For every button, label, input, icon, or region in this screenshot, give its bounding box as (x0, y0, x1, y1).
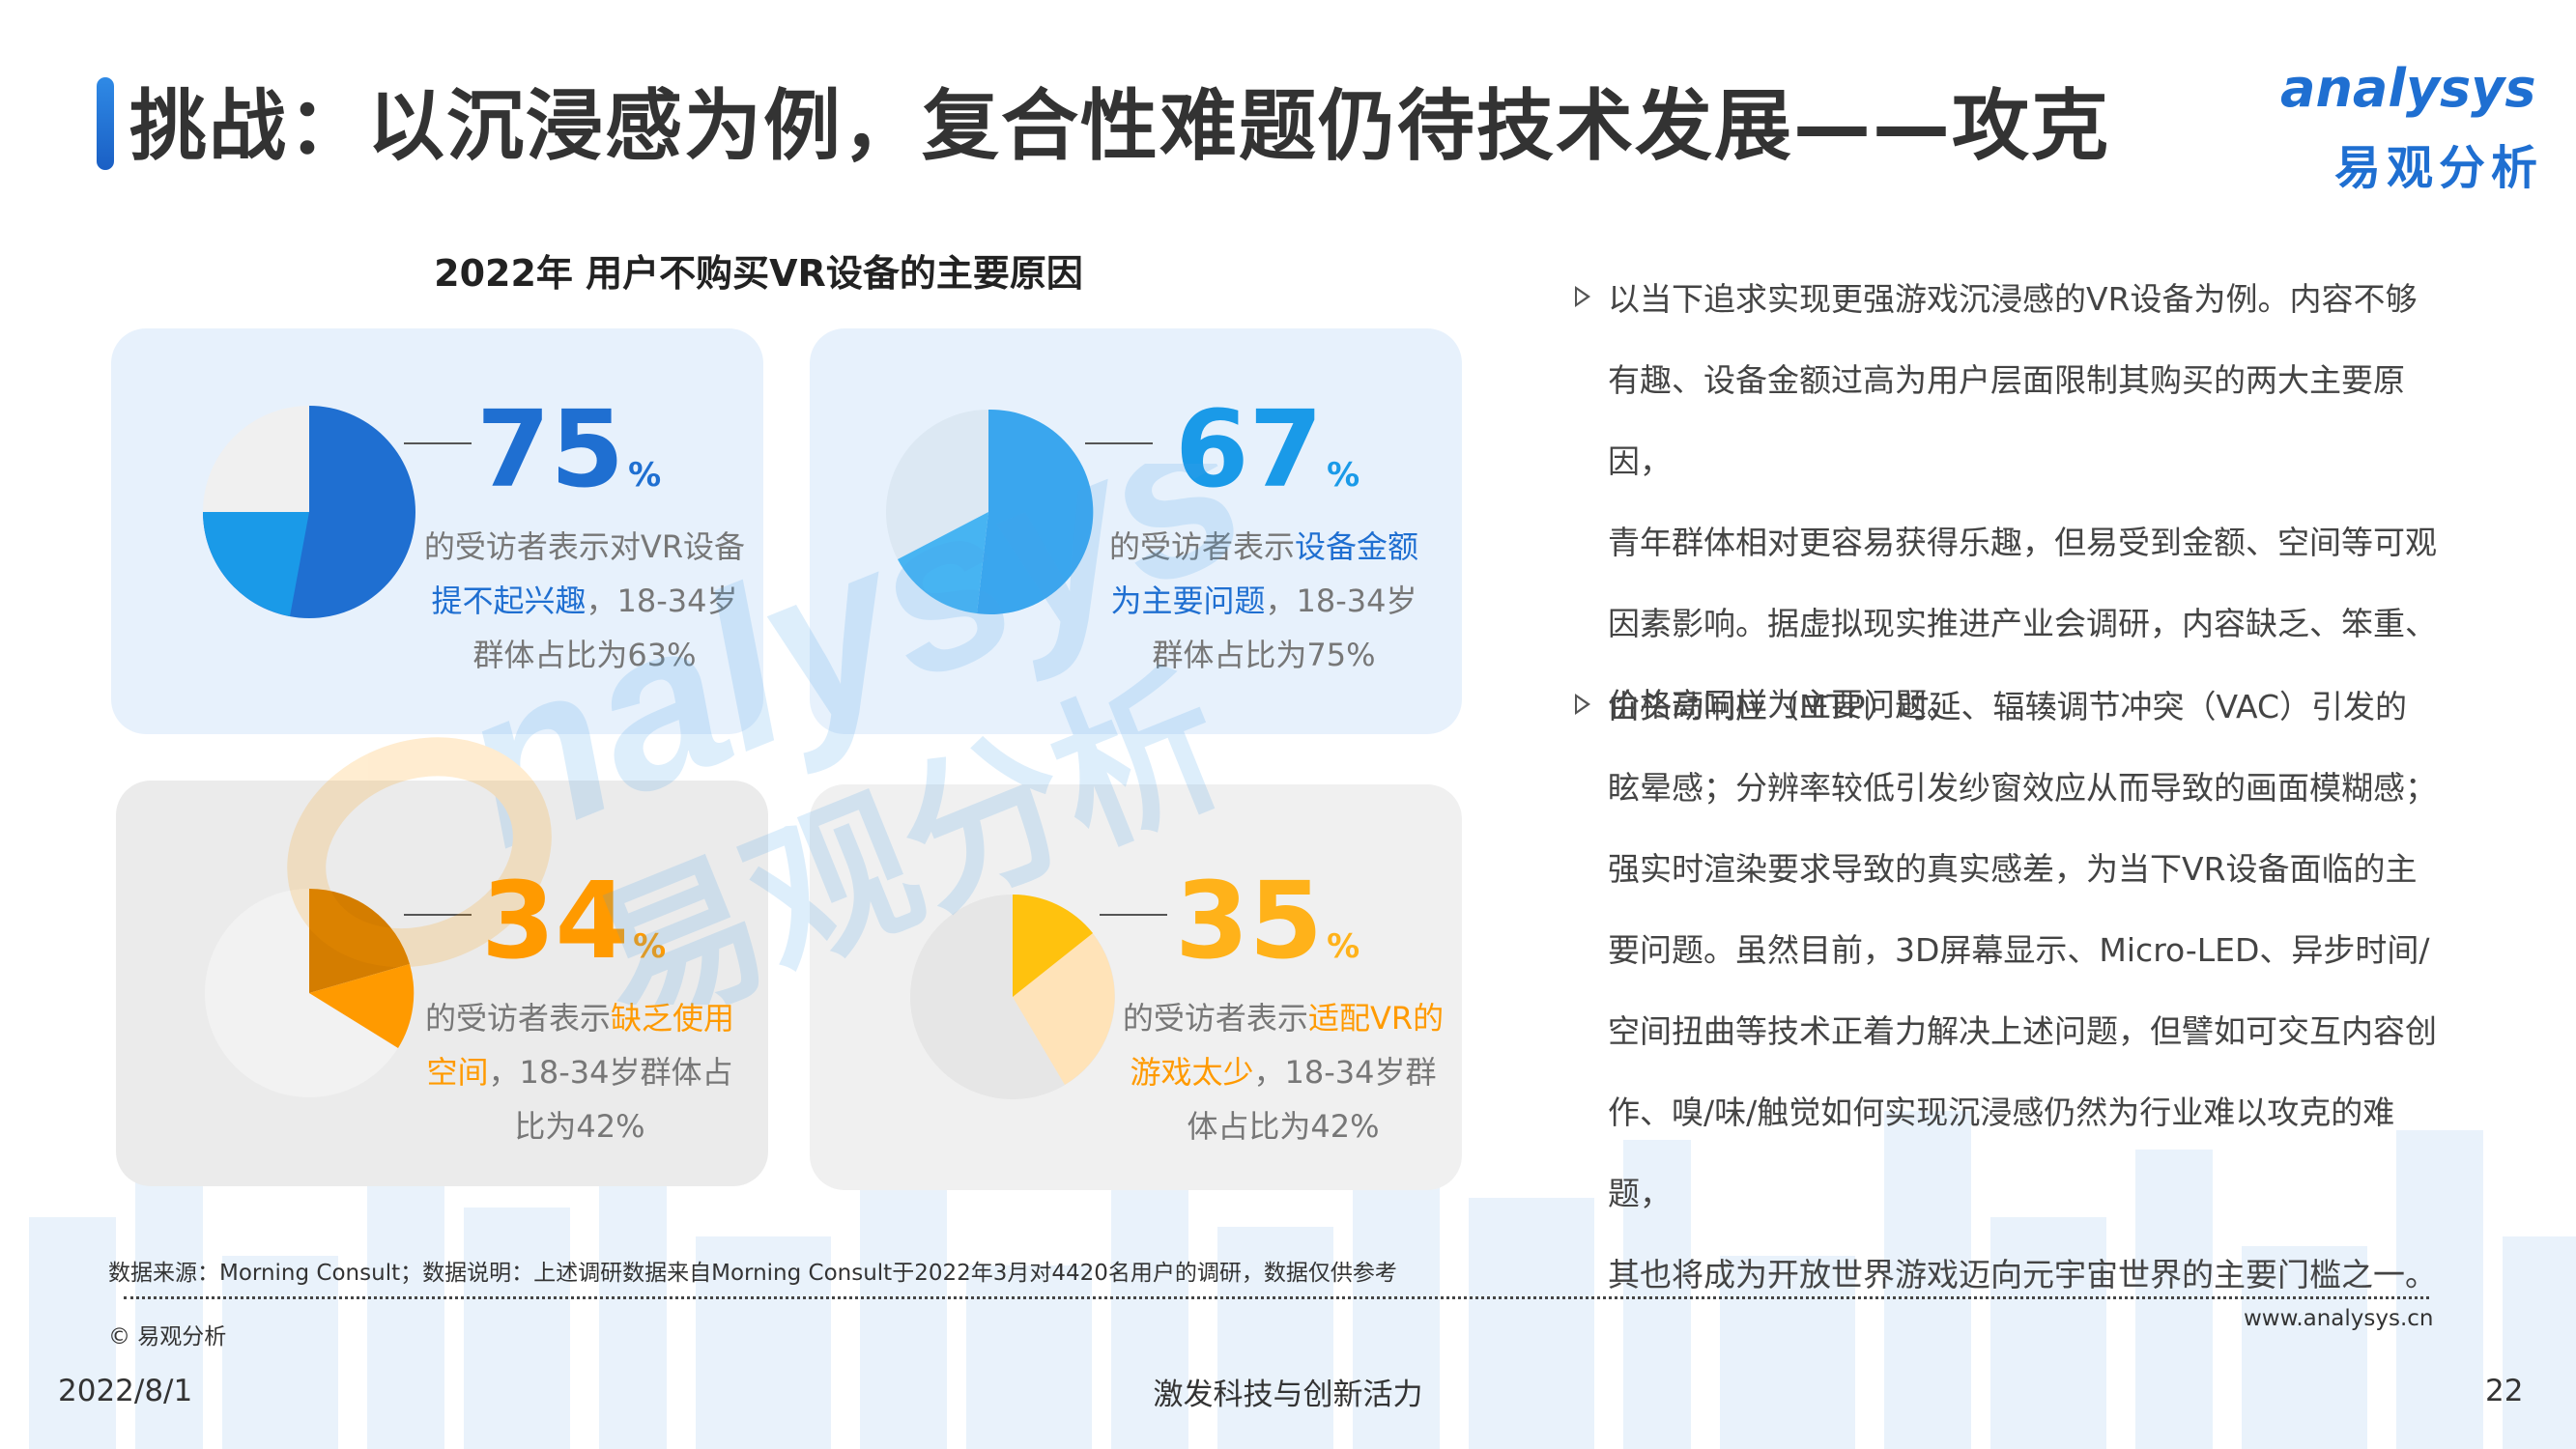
bullet-2-line: 由头动响应（MTP）时延、辐辏调节冲突（VAC）引发的 (1608, 688, 2408, 725)
bullet-2-line: 作、嗅/味/触觉如何实现沉浸感仍然为行业难以攻克的难题， (1608, 1094, 2395, 1212)
logo-wordmark: analysys (2280, 58, 2536, 119)
connector-line-4 (1100, 914, 1167, 916)
connector-line-1 (404, 442, 472, 444)
copyright: © 易观分析 (108, 1324, 227, 1350)
connector-line-3 (404, 914, 472, 916)
bullet-1-line: 以当下追求实现更强游戏沉浸感的VR设备为例。内容不够 (1608, 280, 2418, 318)
stat-description-4: 的受访者表示适配VR的游戏太少，18-34岁群体占比为42% (1122, 1000, 1445, 1145)
pie-chart-1 (203, 406, 415, 618)
chart-title: 2022年 用户不购买VR设备的主要原因 (434, 252, 1083, 295)
pie-1-slice-sub (203, 512, 309, 616)
bullet-arrow-icon (1575, 286, 1590, 307)
page-number: 22 (2485, 1374, 2524, 1408)
pie-2-slice-sub (898, 512, 988, 613)
bullet-2-line: 其也将成为开放世界游戏迈向元宇宙世界的主要门槛之一。 (1608, 1256, 2437, 1293)
pie-chart-3 (205, 888, 415, 1097)
bullet-1-line: 青年群体相对更容易获得乐趣，但易受到金额、空间等可观 (1608, 524, 2437, 561)
stat-description-3: 的受访者表示缺乏使用空间，18-34岁群体占比为42% (424, 1000, 735, 1145)
page-title: 挑战：以沉浸感为例，复合性难题仍待技术发展——攻克 (129, 81, 2110, 171)
reason-card-1: 75% 的受访者表示对VR设备提不起兴趣，18-34岁群体占比为63% (111, 328, 763, 734)
reason-card-4: 35% 的受访者表示适配VR的游戏太少，18-34岁群体占比为42% (810, 784, 1462, 1190)
bullet-arrow-icon (1575, 694, 1590, 715)
stat-value-3: 34% (481, 859, 667, 982)
bullet-2-line: 强实时渲染要求导致的真实感差，为当下VR设备面临的主 (1608, 850, 2418, 888)
connector-line-2 (1085, 442, 1153, 444)
report-date: 2022/8/1 (58, 1374, 193, 1408)
footer-divider (124, 1296, 2429, 1299)
bullet-1-line: 因素影响。据虚拟现实推进产业会调研，内容缺乏、笨重、 (1608, 605, 2437, 642)
bullet-paragraph-2: 由头动响应（MTP）时延、辐辏调节冲突（VAC）引发的 眩晕感；分辨率较低引发纱… (1575, 667, 2445, 1316)
pie-chart-2 (886, 409, 1094, 614)
stat-value-4: 35% (1175, 859, 1360, 982)
logo: analysys 易观分析 (2280, 58, 2537, 195)
stat-value-1: 75% (476, 387, 662, 511)
bullet-paragraph-1: 以当下追求实现更强游戏沉浸感的VR设备为例。内容不够 有趣、设备金额过高为用户层… (1575, 259, 2445, 746)
bullet-1-line: 有趣、设备金额过高为用户层面限制其购买的两大主要原因， (1608, 361, 2405, 480)
pie-4-slice-main (1013, 895, 1093, 997)
stat-description-2: 的受访者表示设备金额为主要问题，18-34岁群体占比为75% (1108, 528, 1419, 673)
data-source-note: 数据来源：Morning Consult；数据说明：上述调研数据来自Mornin… (108, 1261, 1397, 1286)
reason-card-2: 67% 的受访者表示设备金额为主要问题，18-34岁群体占比为75% (810, 328, 1462, 734)
pie-3-slice-main (309, 888, 410, 993)
bullet-2-line: 空间扭曲等技术正着力解决上述问题，但譬如可交互内容创 (1608, 1012, 2437, 1050)
bullet-2-line: 要问题。虽然目前，3D屏幕显示、Micro-LED、异步时间/ (1608, 931, 2430, 969)
website-link[interactable]: www.analysys.cn (2244, 1306, 2434, 1331)
bullet-1-line: 价格高同样为主要问题。 (1608, 686, 1959, 724)
title-accent-bar (97, 77, 114, 170)
pie-2-slice-main (977, 409, 1094, 614)
footer-slogan: 激发科技与创新活力 (1153, 1378, 1423, 1412)
bullet-2-line: 眩晕感；分辨率较低引发纱窗效应从而导致的画面模糊感； (1608, 769, 2437, 807)
stat-description-1: 的受访者表示对VR设备提不起兴趣，18-34岁群体占比为63% (423, 528, 746, 673)
stat-value-2: 67% (1175, 387, 1360, 511)
pie-chart-4 (910, 895, 1115, 1099)
reason-card-3: 34% 的受访者表示缺乏使用空间，18-34岁群体占比为42% (116, 781, 768, 1186)
logo-chinese: 易观分析 (2334, 141, 2544, 195)
pie-3-slice-sub (309, 964, 415, 1048)
